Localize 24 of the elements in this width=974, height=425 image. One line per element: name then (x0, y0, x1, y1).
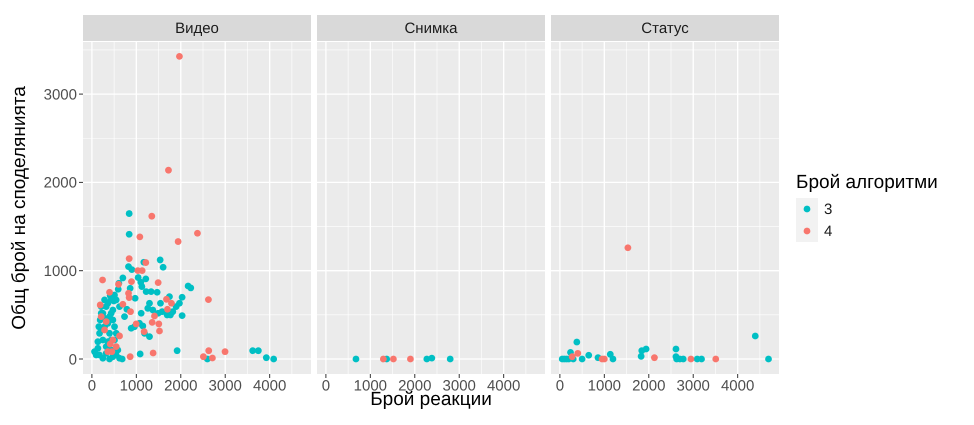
y-axis-title: Общ брой на споделянията (9, 86, 31, 330)
x-tick-label: 3000 (208, 378, 242, 395)
x-tick-label: 4000 (252, 378, 286, 395)
x-tick-label: 0 (88, 378, 96, 395)
x-tick-label: 0 (556, 378, 564, 395)
chart-title: Видео (83, 15, 311, 41)
legend-title: Брой алгоритми (796, 172, 938, 194)
x-tick-label: 3000 (442, 378, 476, 395)
x-tick-label: 4000 (486, 378, 520, 395)
x-tick-label: 1000 (588, 378, 622, 395)
x-tick-label: 0 (322, 378, 330, 395)
x-tick-label: 2000 (164, 378, 198, 395)
legend-label: 3 (824, 200, 832, 218)
y-tick-label: 3000 (44, 86, 77, 104)
chart-title: Снимка (317, 15, 545, 41)
y-tick-label: 0 (68, 351, 77, 368)
chart-title: Статус (551, 15, 779, 41)
legend-label: 4 (824, 222, 832, 240)
x-tick-label: 4000 (720, 378, 754, 395)
x-tick-label: 3000 (676, 378, 710, 395)
y-tick-label: 1000 (44, 263, 77, 280)
x-tick-label: 2000 (632, 378, 666, 395)
y-tick-label: 2000 (44, 174, 77, 192)
x-tick-label: 1000 (120, 378, 154, 395)
